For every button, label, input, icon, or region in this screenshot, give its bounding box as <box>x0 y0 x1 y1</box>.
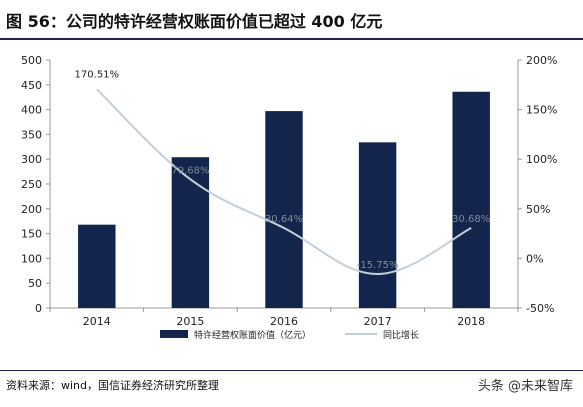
x-tick-label: 2017 <box>364 315 392 328</box>
y-left-tick-label: 200 <box>21 203 42 216</box>
bar <box>171 157 210 308</box>
y-left-tick-label: 50 <box>28 277 42 290</box>
y-left-tick-label: 450 <box>21 79 42 92</box>
x-tick-label: 2018 <box>457 315 485 328</box>
y-right-tick-label: -50% <box>526 302 554 315</box>
growth-data-label: -15.75% <box>357 260 399 271</box>
y-right-tick-label: 150% <box>526 104 557 117</box>
source-note: 资料来源：wind，国信证券经济研究所整理 <box>6 379 220 392</box>
y-left-tick-label: 100 <box>21 252 42 265</box>
title-bar: 图 56：公司的特许经营权账面价值已超过 400 亿元 <box>0 0 583 40</box>
chart-legend: 特许经营权账面价值（亿元） 同比增长 <box>160 326 419 342</box>
y-left-tick-label: 400 <box>21 104 42 117</box>
legend-bar-label: 特许经营权账面价值（亿元） <box>194 330 312 341</box>
x-tick-label: 2015 <box>176 315 204 328</box>
growth-data-label: 170.51% <box>75 69 120 80</box>
figure-title: 图 56：公司的特许经营权账面价值已超过 400 亿元 <box>6 12 383 31</box>
legend-line-label: 同比增长 <box>383 330 420 341</box>
x-tick-label: 2014 <box>83 315 111 328</box>
y-left-tick-label: 250 <box>21 178 42 191</box>
source-divider <box>0 370 583 371</box>
y-right-tick-label: 100% <box>526 153 557 166</box>
y-right-tick-label: 0% <box>526 252 543 265</box>
bar <box>452 91 490 308</box>
y-left-tick-label: 0 <box>35 302 42 315</box>
y-left-tick-label: 300 <box>21 153 42 166</box>
legend-bar-swatch <box>160 330 188 338</box>
bar <box>358 142 397 308</box>
legend-line-swatch <box>345 333 378 335</box>
growth-data-label: 30.68% <box>452 214 490 225</box>
y-right-tick-label: 200% <box>526 54 557 67</box>
bar <box>265 111 303 308</box>
growth-data-label: 79.68% <box>171 165 209 176</box>
watermark: 头条 @未来智库 <box>477 379 573 394</box>
growth-line <box>96 88 472 276</box>
y-left-tick-label: 500 <box>21 54 42 67</box>
growth-data-label: 30.64% <box>265 214 303 225</box>
combo-chart: 0 50 100 150 200 250 300 350 400 450 500 -50% 0% 50% 1… <box>21 54 557 328</box>
y-right-tick-label: 50% <box>526 203 550 216</box>
bar <box>78 224 116 308</box>
x-tick-label: 2016 <box>270 315 298 328</box>
y-left-tick-label: 350 <box>21 128 42 141</box>
y-left-tick-label: 150 <box>21 228 42 241</box>
